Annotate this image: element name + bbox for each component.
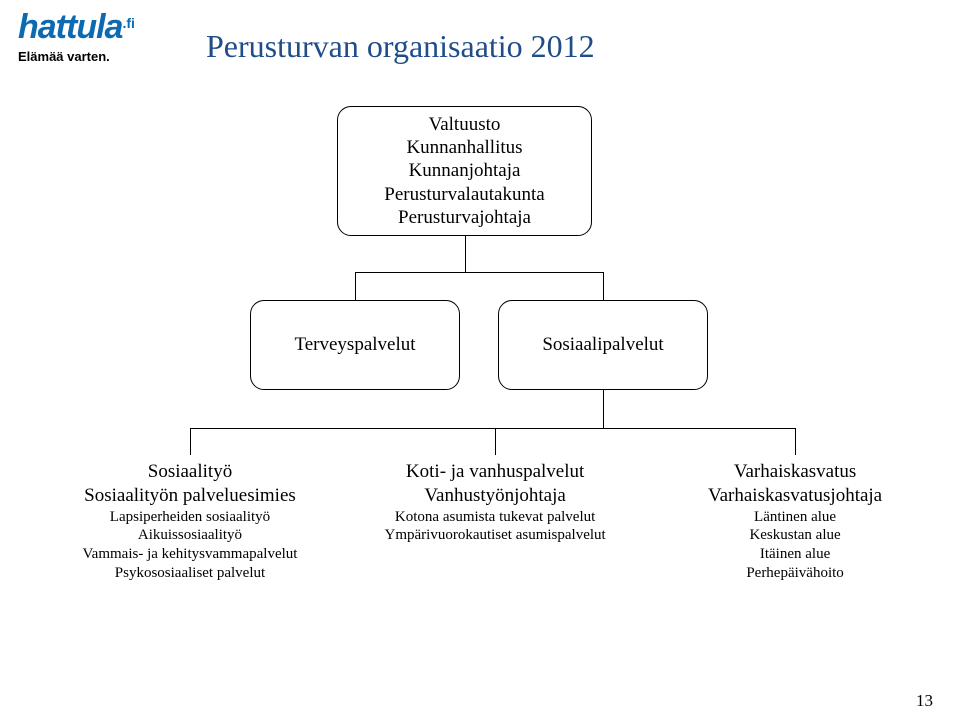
slide-title: Perusturvan organisaatio 2012 [206, 28, 595, 65]
page-number: 13 [916, 691, 933, 711]
leaf-title-line: Sosiaalityö [83, 460, 298, 484]
logo-fi: .fi [122, 15, 134, 31]
connector [603, 272, 604, 300]
leaf-sub-line: Keskustan alue [708, 526, 882, 545]
org-box-line: Perusturvajohtaja [398, 206, 531, 229]
leaf-title-line: Varhaiskasvatus [708, 460, 882, 484]
connector [355, 272, 603, 273]
logo: hattula.fi Elämää varten. [18, 8, 135, 64]
leaf-sub-line: Itäinen alue [708, 545, 882, 564]
org-box-sosiaalipalvelut: Sosiaalipalvelut [498, 300, 708, 390]
org-box-terveyspalvelut: Terveyspalvelut [250, 300, 460, 390]
leaf-sub-line: Psykososiaaliset palvelut [83, 564, 298, 583]
connector [495, 428, 496, 455]
leaf-sub-line: Vammais- ja kehitysvammapalvelut [83, 545, 298, 564]
slide-canvas: hattula.fi Elämää varten. Perusturvan or… [0, 0, 959, 727]
leaf-sub-line: Ympärivuorokautiset asumispalvelut [385, 526, 606, 545]
leaf-sub-line: Aikuissosiaalityö [83, 526, 298, 545]
org-box-line: Perusturvalautakunta [384, 183, 544, 206]
org-box-line: Kunnanjohtaja [409, 159, 521, 182]
logo-tagline: Elämää varten. [18, 49, 135, 64]
connector [190, 428, 191, 455]
leaf-sub-line: Kotona asumista tukevat palvelut [385, 508, 606, 527]
leaf-sub-line: Läntinen alue [708, 508, 882, 527]
connector [355, 272, 356, 300]
leaf-title-line: Varhaiskasvatusjohtaja [708, 484, 882, 508]
org-box-line: Terveyspalvelut [294, 333, 415, 356]
connector [603, 390, 604, 428]
org-box-line: Kunnanhallitus [406, 136, 522, 159]
leaf-title-line: Vanhustyönjohtaja [385, 484, 606, 508]
logo-brand: hattula [18, 8, 122, 46]
leaf-title-line: Koti- ja vanhuspalvelut [385, 460, 606, 484]
leaf-sosiaalityo: SosiaalityöSosiaalityön palveluesimiesLa… [83, 460, 298, 583]
leaf-sub-line: Perhepäivähoito [708, 564, 882, 583]
connector [795, 428, 796, 455]
org-box-top: ValtuustoKunnanhallitusKunnanjohtajaPeru… [337, 106, 592, 236]
leaf-varhaiskasvatus: VarhaiskasvatusVarhaiskasvatusjohtajaLän… [708, 460, 882, 583]
org-box-line: Sosiaalipalvelut [542, 333, 663, 356]
leaf-koti-vanhuspalvelut: Koti- ja vanhuspalvelutVanhustyönjohtaja… [385, 460, 606, 545]
connector [465, 236, 466, 272]
leaf-title-line: Sosiaalityön palveluesimies [83, 484, 298, 508]
org-box-line: Valtuusto [429, 113, 501, 136]
connector [190, 428, 795, 429]
leaf-sub-line: Lapsiperheiden sosiaalityö [83, 508, 298, 527]
